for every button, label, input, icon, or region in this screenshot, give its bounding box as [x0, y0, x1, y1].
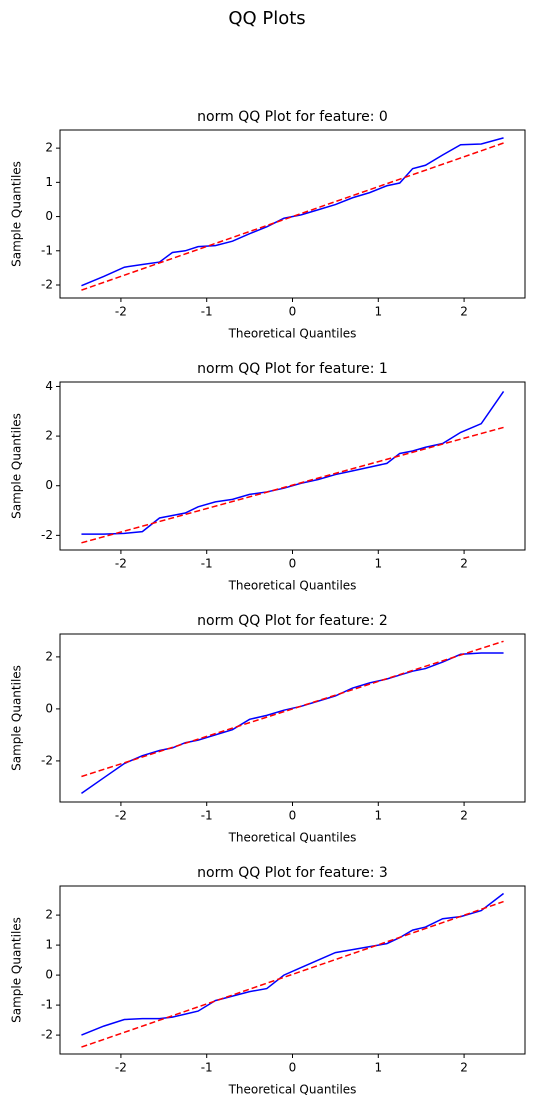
y-tick-label: 1	[45, 938, 53, 952]
x-tick-label: 1	[374, 305, 382, 319]
axes-frame	[59, 129, 526, 299]
y-tick-label: 2	[45, 141, 53, 155]
x-tick-label: 2	[460, 305, 468, 319]
x-tick-label: 0	[289, 305, 297, 319]
y-tick-label: 2	[45, 908, 53, 922]
y-tick-label: 4	[45, 379, 53, 393]
series-line	[81, 142, 504, 291]
x-axis-label: Theoretical Quantiles	[228, 327, 357, 341]
subplot-title: norm QQ Plot for feature: 3	[197, 865, 388, 881]
subplot-title: norm QQ Plot for feature: 0	[197, 109, 388, 125]
x-tick-label: -2	[115, 557, 127, 571]
series-line	[81, 426, 504, 544]
x-tick-label: 1	[374, 1061, 382, 1075]
y-axis-label: Sample Quantiles	[10, 413, 24, 519]
x-axis-label: Theoretical Quantiles	[228, 579, 357, 593]
y-tick-label: 2	[45, 649, 53, 663]
x-tick-label: -1	[201, 809, 213, 823]
series-line	[81, 900, 504, 1048]
subplot-title: norm QQ Plot for feature: 1	[197, 361, 388, 377]
y-tick-label: 0	[45, 701, 53, 715]
x-tick-label: 1	[374, 809, 382, 823]
subplot-title: norm QQ Plot for feature: 2	[197, 613, 388, 629]
series-line	[81, 640, 504, 778]
y-axis-label: Sample Quantiles	[10, 665, 24, 771]
y-tick-label: -2	[41, 277, 53, 291]
axes-frame	[59, 885, 526, 1055]
x-tick-label: 0	[289, 809, 297, 823]
figure-title: QQ Plots	[228, 8, 305, 29]
x-tick-label: 0	[289, 557, 297, 571]
y-axis-label: Sample Quantiles	[10, 161, 24, 267]
x-tick-label: -2	[115, 809, 127, 823]
axes-frame	[59, 633, 526, 803]
x-tick-label: 2	[460, 557, 468, 571]
series-line	[81, 652, 504, 795]
x-axis-label: Theoretical Quantiles	[228, 1083, 357, 1097]
series-line	[81, 892, 505, 1036]
y-tick-label: -2	[41, 528, 53, 542]
x-tick-label: -2	[115, 1061, 127, 1075]
series-line	[81, 137, 504, 287]
y-tick-label: -1	[41, 998, 53, 1012]
y-tick-label: -2	[41, 1028, 53, 1042]
x-tick-label: -2	[115, 305, 127, 319]
x-axis-label: Theoretical Quantiles	[228, 831, 357, 845]
x-tick-label: 1	[374, 557, 382, 571]
series-line	[81, 391, 505, 535]
y-tick-label: -2	[41, 753, 53, 767]
x-tick-label: -1	[201, 1061, 213, 1075]
x-tick-label: 0	[289, 1061, 297, 1075]
y-tick-label: -1	[41, 243, 53, 257]
axes-frame	[59, 381, 526, 551]
y-tick-label: 0	[45, 478, 53, 492]
x-tick-label: 2	[460, 809, 468, 823]
x-tick-label: -1	[201, 557, 213, 571]
x-tick-label: 2	[460, 1061, 468, 1075]
y-tick-label: 0	[45, 968, 53, 982]
y-tick-label: 1	[45, 175, 53, 189]
y-axis-label: Sample Quantiles	[10, 917, 24, 1023]
y-tick-label: 0	[45, 209, 53, 223]
x-tick-label: -1	[201, 305, 213, 319]
y-tick-label: 2	[45, 429, 53, 443]
